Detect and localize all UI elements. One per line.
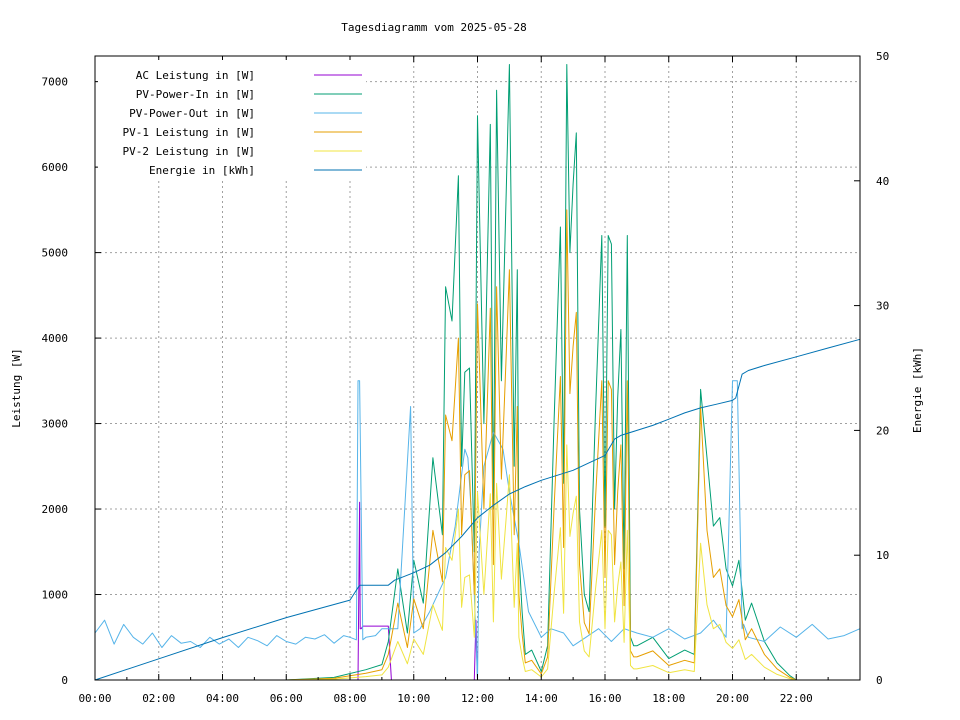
legend-label: PV-Power-In in [W] bbox=[136, 88, 255, 101]
series-line-4 bbox=[286, 444, 797, 681]
x-tick-label: 20:00 bbox=[716, 692, 749, 705]
series-line-0 bbox=[95, 501, 860, 681]
x-tick-label: 10:00 bbox=[397, 692, 430, 705]
y-tick-label: 1000 bbox=[42, 589, 69, 602]
series-line-2 bbox=[94, 380, 861, 681]
y-tick-label: 0 bbox=[61, 674, 68, 687]
y-axis-label: Leistung [W] bbox=[10, 348, 23, 427]
y2-tick-label: 0 bbox=[876, 674, 883, 687]
x-tick-label: 18:00 bbox=[652, 692, 685, 705]
legend: AC Leistung in [W] PV-Power-In in [W] PV-P… bbox=[123, 69, 362, 177]
y2-tick-labels: 0 10 20 30 40 50 bbox=[876, 50, 889, 687]
x-tick-label: 00:00 bbox=[78, 692, 111, 705]
x-tick-labels: 00:00 02:00 04:00 06:00 08:00 10:00 12:00 14:00… bbox=[78, 692, 812, 705]
x-tick-label: 04:00 bbox=[206, 692, 239, 705]
y2-axis-label: Energie [kWh] bbox=[911, 347, 924, 433]
y2-tick-label: 20 bbox=[876, 424, 889, 437]
legend-background bbox=[98, 60, 366, 178]
y2-tick-label: 50 bbox=[876, 50, 889, 63]
y2-tick-label: 40 bbox=[876, 175, 889, 188]
legend-label: PV-1 Leistung in [W] bbox=[123, 126, 255, 139]
legend-label: AC Leistung in [W] bbox=[136, 69, 255, 82]
x-tick-label: 22:00 bbox=[780, 692, 813, 705]
y-tick-label: 7000 bbox=[42, 76, 69, 89]
series-lines bbox=[94, 64, 861, 681]
legend-label: PV-2 Leistung in [W] bbox=[123, 145, 255, 158]
series-line-5 bbox=[94, 338, 861, 681]
legend-label: PV-Power-Out in [W] bbox=[129, 107, 255, 120]
x-tick-label: 08:00 bbox=[333, 692, 366, 705]
y-tick-label: 3000 bbox=[42, 418, 69, 431]
x-tick-label: 02:00 bbox=[142, 692, 175, 705]
chart-title: Tagesdiagramm vom 2025-05-28 bbox=[341, 21, 526, 34]
y-tick-label: 6000 bbox=[42, 161, 69, 174]
y-tick-label: 5000 bbox=[42, 247, 69, 260]
x-tick-label: 06:00 bbox=[270, 692, 303, 705]
y-tick-labels: 0 1000 2000 3000 4000 5000 6000 7000 bbox=[42, 76, 69, 687]
legend-label: Energie in [kWh] bbox=[149, 164, 255, 177]
x-tick-label: 12:00 bbox=[461, 692, 494, 705]
series-line-3 bbox=[286, 209, 797, 681]
y2-tick-label: 30 bbox=[876, 300, 889, 313]
x-tick-label: 14:00 bbox=[525, 692, 558, 705]
y-tick-label: 2000 bbox=[42, 503, 69, 516]
x-tick-label: 16:00 bbox=[588, 692, 621, 705]
y2-tick-label: 10 bbox=[876, 549, 889, 562]
y-tick-label: 4000 bbox=[42, 332, 69, 345]
